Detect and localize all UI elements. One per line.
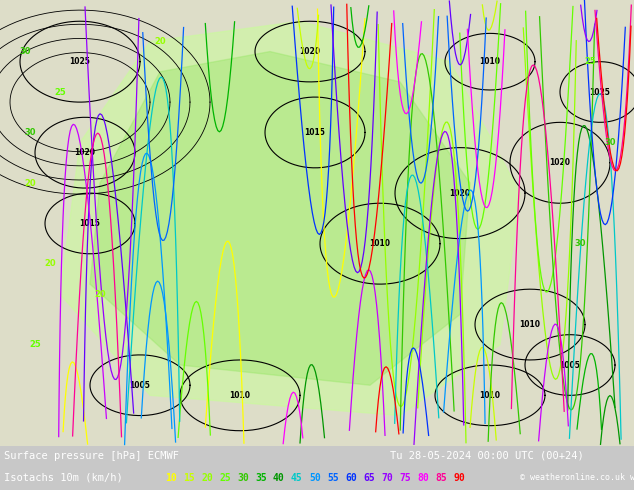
- Text: 20: 20: [154, 37, 166, 46]
- Text: 1025: 1025: [590, 88, 611, 97]
- Text: 1010: 1010: [479, 57, 500, 66]
- Text: 25: 25: [29, 340, 41, 349]
- Text: 20: 20: [94, 290, 106, 299]
- Text: Isotachs 10m (km/h): Isotachs 10m (km/h): [4, 473, 123, 483]
- Text: Tu 28-05-2024 00:00 UTC (00+24): Tu 28-05-2024 00:00 UTC (00+24): [390, 451, 584, 461]
- Text: 1015: 1015: [304, 128, 325, 137]
- Text: 65: 65: [363, 473, 375, 483]
- Text: 60: 60: [345, 473, 357, 483]
- Text: 1010: 1010: [230, 391, 250, 400]
- Text: 70: 70: [381, 473, 392, 483]
- Text: 1020: 1020: [75, 148, 96, 157]
- Text: 1010: 1010: [479, 391, 500, 400]
- Text: 35: 35: [255, 473, 267, 483]
- Text: 40: 40: [273, 473, 285, 483]
- Text: 1020: 1020: [550, 158, 571, 167]
- Text: 1005: 1005: [560, 361, 581, 369]
- Text: 25: 25: [219, 473, 231, 483]
- Text: 20: 20: [24, 178, 36, 188]
- Text: 30: 30: [24, 128, 36, 137]
- Text: 20: 20: [201, 473, 213, 483]
- Text: 80: 80: [417, 473, 429, 483]
- Text: 1010: 1010: [519, 320, 541, 329]
- Text: 30: 30: [237, 473, 249, 483]
- Text: 30: 30: [19, 47, 31, 56]
- Text: 1015: 1015: [79, 219, 100, 228]
- Text: 75: 75: [399, 473, 411, 483]
- Text: 20: 20: [44, 259, 56, 269]
- Text: 15: 15: [183, 473, 195, 483]
- Polygon shape: [90, 51, 470, 385]
- Text: 30: 30: [604, 138, 616, 147]
- Text: © weatheronline.co.uk weatheronline.co.uk: © weatheronline.co.uk weatheronline.co.u…: [520, 473, 634, 482]
- Text: Surface pressure [hPa] ECMWF: Surface pressure [hPa] ECMWF: [4, 451, 179, 461]
- Text: 1005: 1005: [129, 381, 150, 390]
- Text: 1025: 1025: [70, 57, 91, 66]
- Text: 45: 45: [291, 473, 303, 483]
- Text: 85: 85: [435, 473, 447, 483]
- Text: 30: 30: [574, 239, 586, 248]
- Text: 90: 90: [453, 473, 465, 483]
- Text: 1010: 1010: [370, 239, 391, 248]
- Polygon shape: [60, 21, 520, 416]
- Text: 10: 10: [165, 473, 177, 483]
- Text: 1020: 1020: [299, 47, 321, 56]
- Text: 1020: 1020: [450, 189, 470, 197]
- Text: 25: 25: [584, 57, 596, 66]
- Text: 25: 25: [54, 88, 66, 97]
- Text: 55: 55: [327, 473, 339, 483]
- Text: 50: 50: [309, 473, 321, 483]
